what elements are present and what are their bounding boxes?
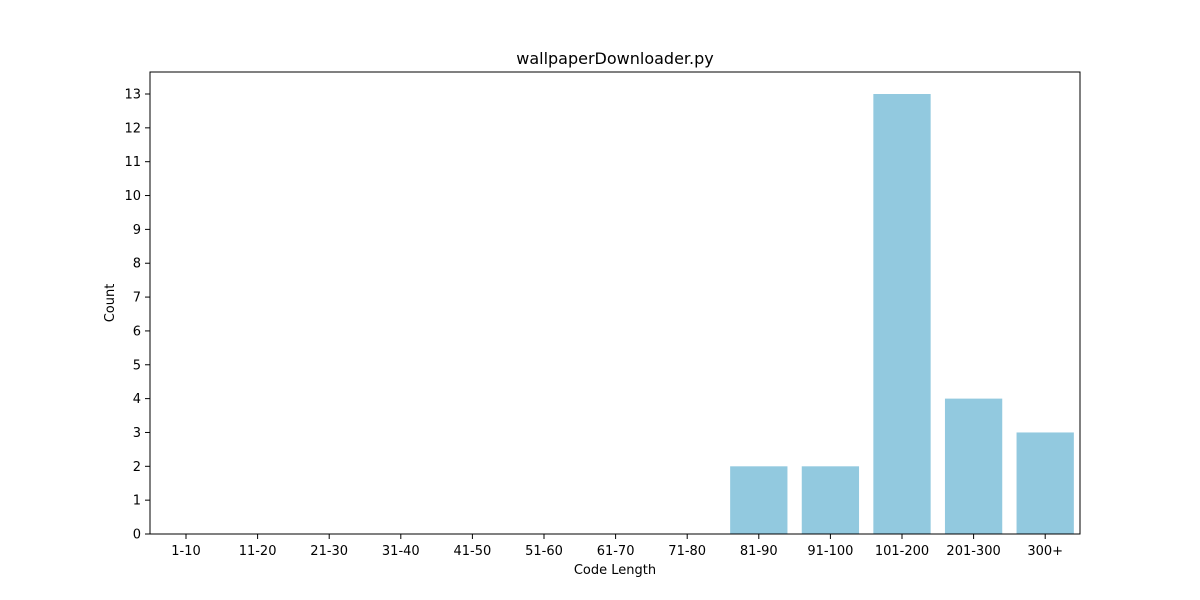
y-tick-label: 11 — [124, 155, 141, 170]
bar-81-90 — [730, 466, 788, 534]
y-tick-label: 8 — [133, 257, 141, 272]
y-tick-label: 13 — [124, 88, 141, 103]
y-tick-label: 4 — [133, 392, 141, 407]
y-tick-label: 7 — [133, 291, 141, 306]
y-tick-label: 0 — [133, 528, 141, 543]
x-tick-label: 101-200 — [875, 544, 929, 559]
x-tick-label: 201-300 — [946, 544, 1000, 559]
chart-title: wallpaperDownloader.py — [516, 49, 714, 68]
x-tick-label: 1-10 — [171, 544, 201, 559]
x-tick-label: 21-30 — [310, 544, 348, 559]
x-tick-label: 51-60 — [525, 544, 563, 559]
y-tick-label: 5 — [133, 358, 141, 373]
y-axis-label: Count — [103, 284, 118, 323]
x-tick-label: 300+ — [1027, 544, 1063, 559]
x-axis-label: Code Length — [574, 563, 656, 578]
y-tick-label: 1 — [133, 494, 141, 509]
bar-101-200 — [873, 94, 931, 534]
x-tick-label: 61-70 — [597, 544, 635, 559]
y-tick-label: 2 — [133, 460, 141, 475]
y-tick-label: 6 — [133, 324, 141, 339]
y-tick-label: 3 — [133, 426, 141, 441]
x-tick-label: 41-50 — [454, 544, 492, 559]
bars-layer — [730, 94, 1074, 534]
bar-91-100 — [801, 466, 860, 534]
y-tick-label: 10 — [124, 189, 141, 204]
bar-300+ — [1016, 432, 1074, 534]
x-tick-label: 91-100 — [807, 544, 853, 559]
plot-area-frame — [149, 71, 1081, 535]
bar-201-300 — [944, 398, 1003, 534]
x-tick-label: 31-40 — [382, 544, 420, 559]
x-tick-label: 81-90 — [740, 544, 778, 559]
x-axis-ticks: 1-10 11-20 21-30 31-40 41-50 51-60 61-70 71-80 8… — [171, 534, 1063, 559]
x-tick-label: 11-20 — [239, 544, 277, 559]
y-tick-label: 9 — [133, 223, 141, 238]
y-tick-label: 12 — [124, 121, 141, 136]
x-tick-label: 71-80 — [668, 544, 706, 559]
